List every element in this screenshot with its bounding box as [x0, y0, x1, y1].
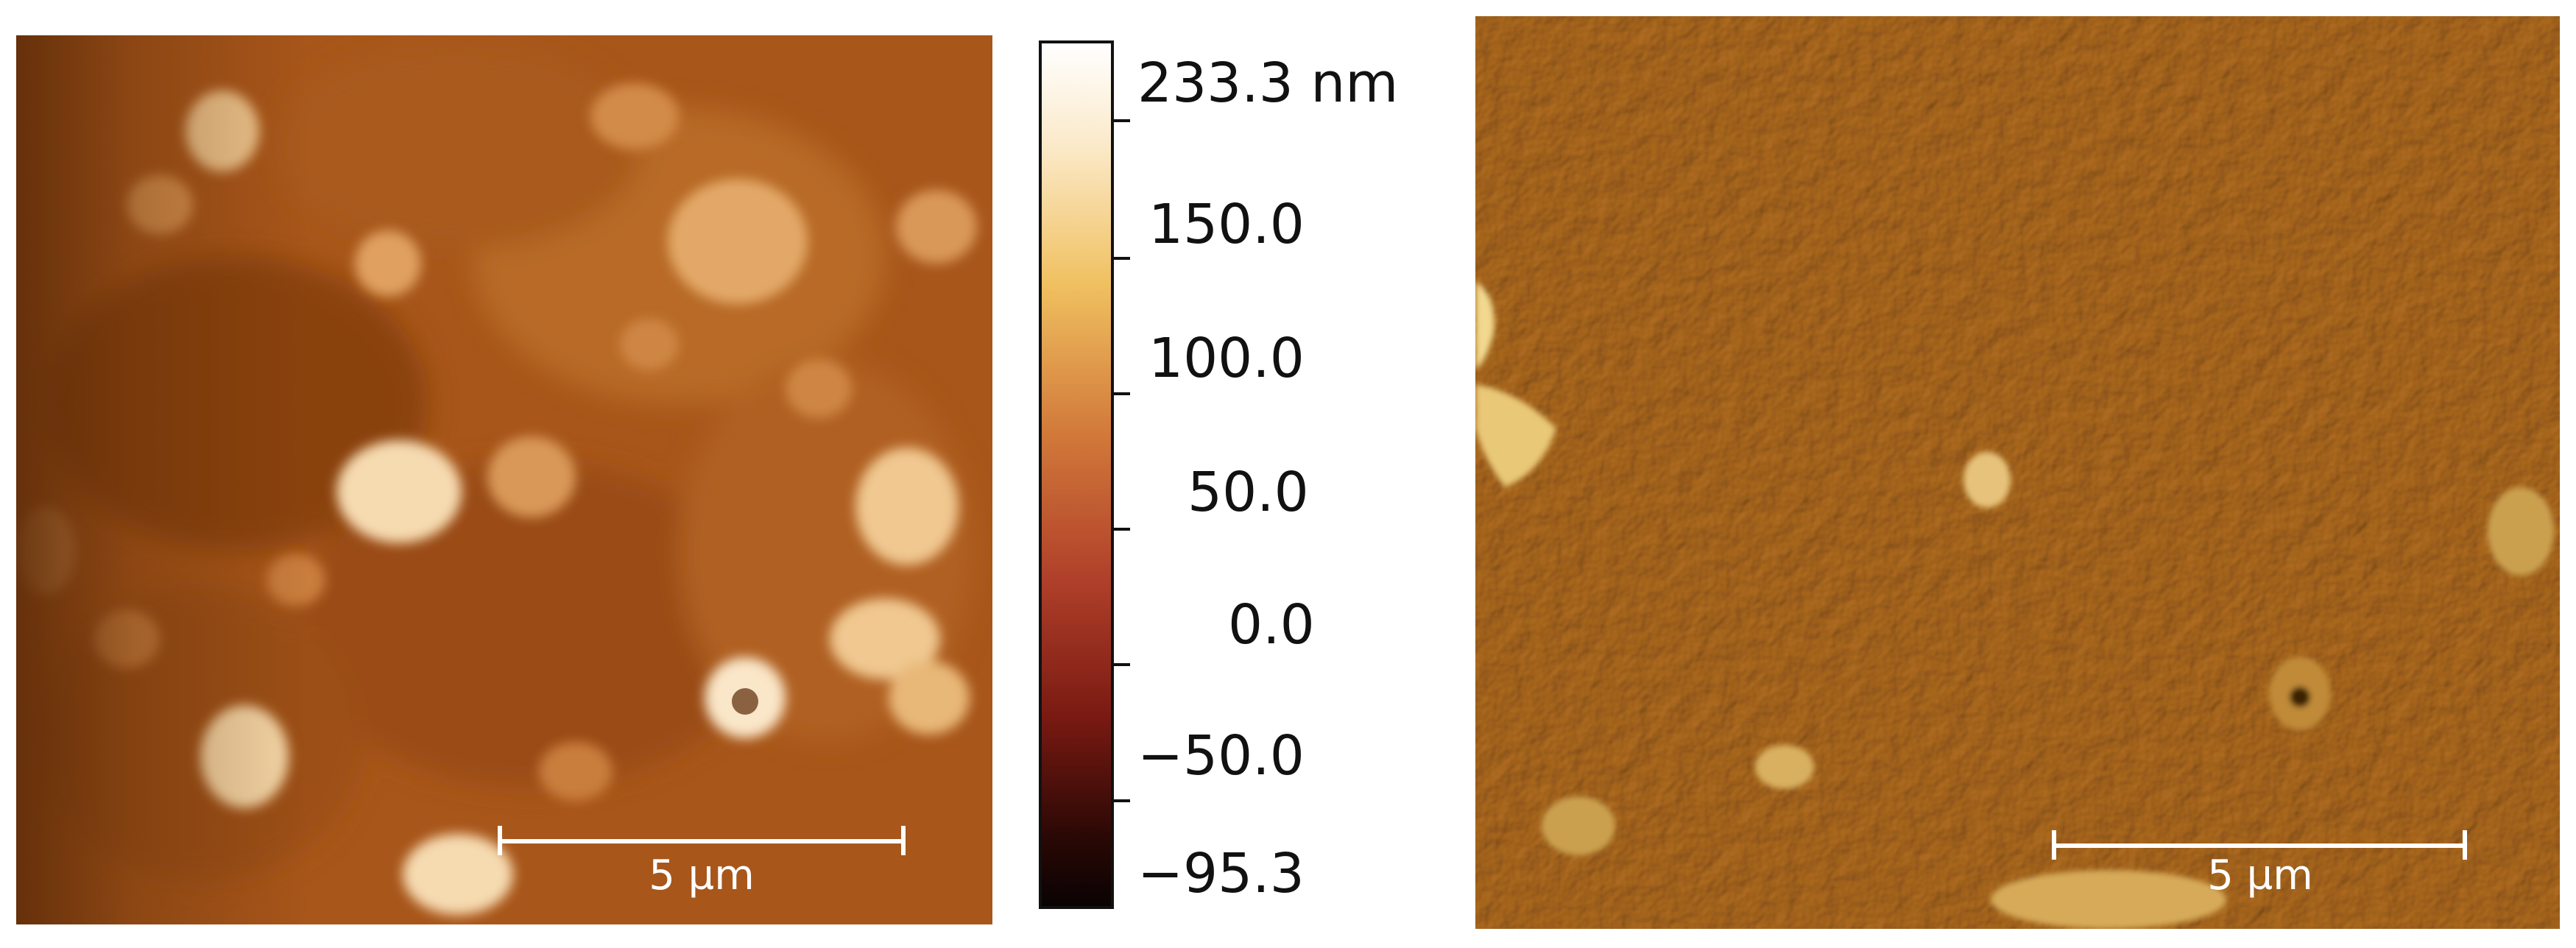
afm-amplitude-image [1475, 16, 2560, 929]
colorbar-label-150: 150.0 [1148, 193, 1305, 256]
colorbar-label-0: 0.0 [1228, 593, 1315, 657]
scale-bar-right [2052, 830, 2467, 860]
colorbar-label-min: −95.3 [1137, 842, 1305, 905]
colorbar-gradient [1042, 43, 1111, 906]
colorbar-label-neg50: −50.0 [1137, 724, 1305, 788]
scale-bar-label-left: 5 µm [649, 852, 755, 899]
scale-bar-left [498, 826, 906, 855]
colorbar-label-100: 100.0 [1148, 327, 1305, 390]
colorbar-label-max: 233.3 nm [1137, 52, 1399, 115]
afm-height-image [16, 35, 992, 924]
colorbar-label-50: 50.0 [1188, 461, 1309, 524]
scale-bar-label-right: 5 µm [2207, 852, 2313, 899]
colorbar [1039, 40, 1114, 909]
